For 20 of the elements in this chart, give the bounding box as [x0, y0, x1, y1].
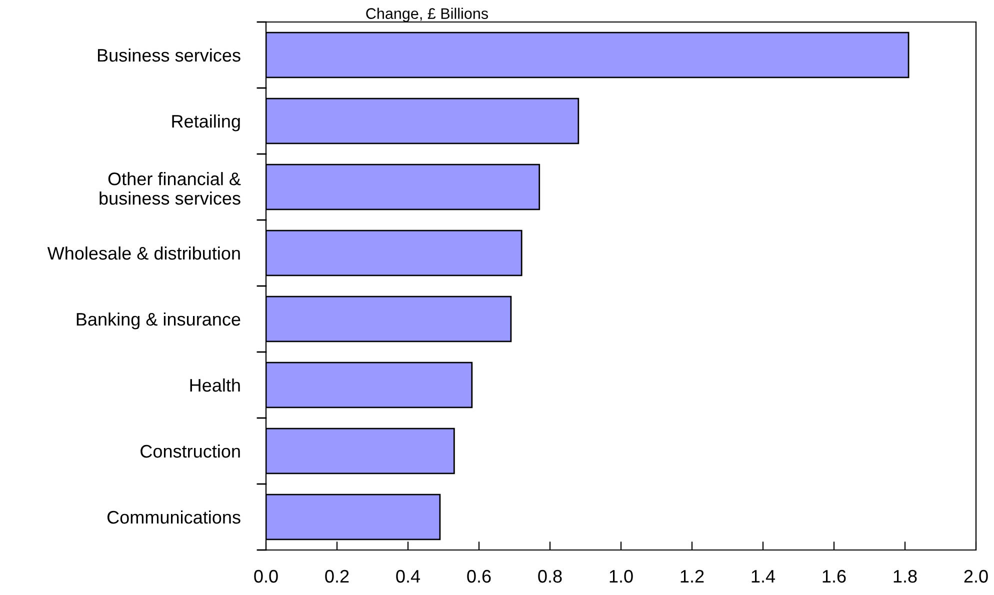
y-tick-label: Other financial & business services	[100, 172, 241, 205]
x-tick-label: 1.2	[680, 570, 704, 583]
y-tick-label: Wholesale & distribution	[47, 246, 240, 260]
x-tick-label: 1.8	[894, 570, 917, 583]
y-tick-label: Retailing	[172, 114, 240, 132]
x-tick-label: 0.0	[254, 570, 278, 583]
y-tick-label: Business services	[98, 48, 240, 62]
x-tick-label: 0.2	[325, 570, 349, 583]
x-tick-label: 0.4	[396, 570, 420, 583]
chart-title: Change, £ Billions	[366, 8, 488, 22]
x-tick-label: 1.0	[610, 570, 633, 583]
x-tick-label: 2.0	[964, 570, 988, 583]
x-tick-label: 1.6	[822, 570, 846, 583]
x-tick-label: 1.4	[752, 570, 776, 583]
y-tick-label: Health	[190, 378, 240, 392]
y-tick-label: Construction	[140, 444, 240, 458]
x-tick-label: 0.6	[467, 570, 491, 583]
y-tick-label: Banking & insurance	[76, 312, 240, 330]
x-tick-label: 0.8	[538, 570, 562, 583]
y-tick-label: Communications	[107, 510, 240, 524]
